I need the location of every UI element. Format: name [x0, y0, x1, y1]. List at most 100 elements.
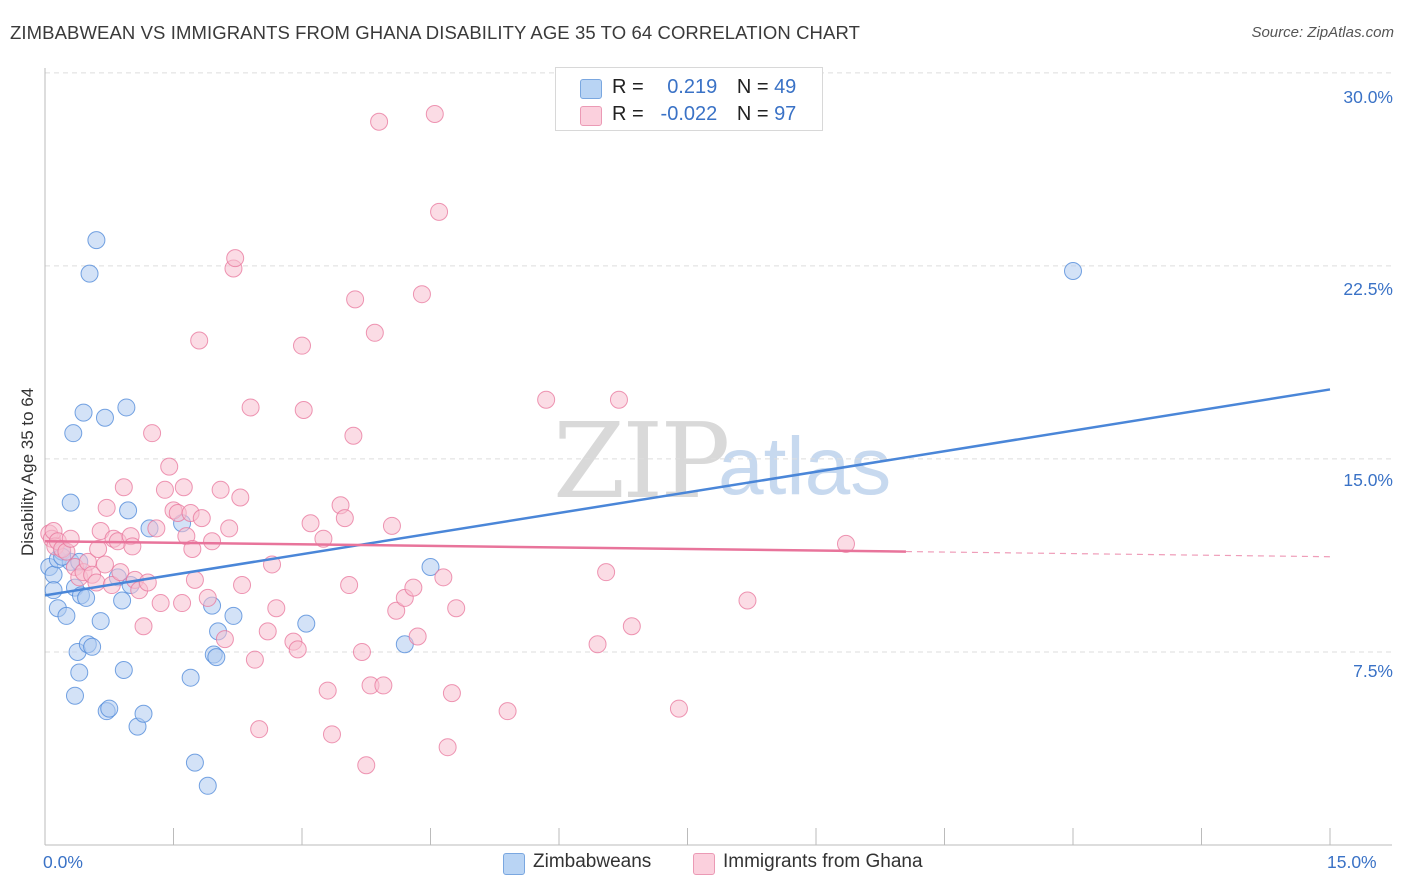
ghana-point [147, 519, 166, 538]
ghana-point [314, 529, 333, 548]
ghana-point [160, 457, 179, 476]
zimbabweans-point [134, 704, 153, 723]
ghana-trend-extension [905, 550, 1331, 558]
legend-swatch-blue [503, 853, 525, 875]
ghana-point [250, 720, 269, 739]
ghana-point [344, 426, 363, 445]
n-label: N = [736, 76, 769, 98]
n-label: N = [736, 103, 769, 125]
ghana-point [97, 498, 116, 517]
zimbabweans-point [74, 403, 93, 422]
zimbabweans-point [119, 501, 138, 520]
ghana-point [370, 112, 389, 131]
ghana-point [430, 202, 449, 221]
ghana-point [61, 529, 80, 548]
zimbabweans-point [87, 231, 106, 250]
y-tick-label: 7.5% [1353, 661, 1393, 681]
zimbabweans-point [198, 776, 217, 795]
ghana-point [203, 532, 222, 551]
x-tick-label: 0.0% [43, 852, 83, 872]
zimbabweans-point [297, 614, 316, 633]
ghana-point [220, 519, 239, 538]
zimbabweans-point [91, 612, 110, 631]
zimbabweans-point [185, 753, 204, 772]
ghana-point [185, 570, 204, 589]
ghana-point [382, 516, 401, 535]
y-tick-label: 15.0% [1343, 470, 1393, 490]
zimbabweans-trend-line [44, 388, 1331, 597]
ghana-point [425, 105, 444, 124]
ghana-point [442, 684, 461, 703]
ghana-point [669, 699, 688, 718]
correlation-legend: R = 0.219 N = 49 R = -0.022 N = 97 [555, 67, 823, 131]
ghana-point [95, 555, 114, 574]
ghana-point [89, 540, 108, 559]
gridlines [45, 72, 1392, 653]
ghana-point [365, 323, 384, 342]
legend-swatch-pink [580, 106, 602, 126]
zimbabweans-point [44, 565, 63, 584]
ghana-point [408, 627, 427, 646]
axes [44, 68, 1392, 846]
watermark-zip: ZIP [553, 400, 730, 522]
legend-label: Zimbabweans [533, 851, 652, 872]
ghana-point [231, 488, 250, 507]
y-axis-label-wrap [16, 558, 36, 758]
zimbabweans-point [83, 637, 102, 656]
ghana-point [340, 576, 359, 595]
ghana-point [215, 630, 234, 649]
ghana-point [836, 534, 855, 553]
y-tick-label: 30.0% [1343, 87, 1393, 107]
ghana-point [335, 509, 354, 528]
zimbabweans-point [117, 398, 136, 417]
r-label: R = [612, 103, 644, 125]
watermark-atlas: atlas [718, 421, 892, 512]
ghana-point [192, 509, 211, 528]
ghana-point [288, 640, 307, 659]
ghana-point [134, 617, 153, 636]
zimbabweans-point [70, 663, 89, 682]
ghana-point [404, 578, 423, 597]
zimbabweans-point [57, 606, 76, 625]
r-value: -0.022 [660, 103, 718, 125]
ghana-point [211, 480, 230, 499]
ghana-point [597, 563, 616, 582]
ghana-point [318, 681, 337, 700]
ghana-point [138, 573, 157, 592]
ghana-point [294, 401, 313, 420]
zimbabweans-point [224, 606, 243, 625]
zimbabweans-point [64, 424, 83, 443]
ghana-point [412, 285, 431, 304]
ghana-point [438, 738, 457, 757]
ghana-point [609, 390, 628, 409]
ghana-point [498, 702, 517, 721]
ghana-point [357, 756, 376, 775]
legend-swatch-blue [580, 79, 602, 99]
ghana-point [111, 563, 130, 582]
ghana-point [245, 650, 264, 669]
zimbabweans-point [95, 408, 114, 427]
ghana-point [233, 576, 252, 595]
legend-swatch-pink [693, 853, 715, 875]
ghana-point [301, 514, 320, 533]
ghana-point [226, 249, 245, 268]
zimbabweans-point [113, 591, 132, 610]
ghana-point [183, 540, 202, 559]
ghana-trend-line [44, 540, 906, 553]
ghana-point [123, 537, 142, 556]
ghana-point [374, 676, 393, 695]
ghana-point [173, 594, 192, 613]
zimbabweans-point [181, 668, 200, 687]
zimbabweans-point [207, 648, 226, 667]
zimbabweans-point [80, 264, 99, 283]
n-value: 49 [774, 76, 797, 98]
r-label: R = [612, 76, 644, 98]
zimbabweans-point [100, 699, 119, 718]
y-axis-label: Disability Age 35 to 64 [18, 387, 37, 556]
chart-title: ZIMBABWEAN VS IMMIGRANTS FROM GHANA DISA… [10, 22, 860, 43]
ghana-point [143, 424, 162, 443]
ghana-point [387, 601, 406, 620]
ghana-point [322, 725, 341, 744]
zimbabweans-point [77, 588, 96, 607]
